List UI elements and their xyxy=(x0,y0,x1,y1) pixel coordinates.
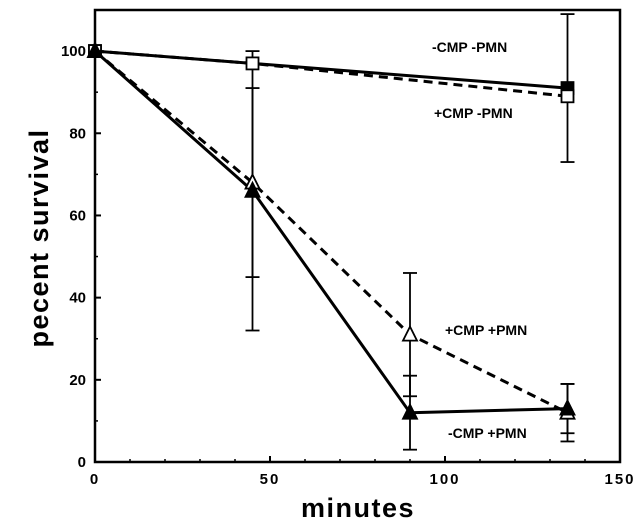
marker-triangle xyxy=(401,402,419,420)
marker-triangle xyxy=(559,398,576,416)
x-tick-label: 150 xyxy=(604,471,635,488)
y-tick-label: 100 xyxy=(61,43,86,60)
y-axis-title: pecent survival xyxy=(24,128,54,347)
y-tick-label: 80 xyxy=(69,125,86,142)
marker-layer xyxy=(86,41,576,420)
y-tick-label: 60 xyxy=(69,207,86,224)
series-label-minus-cmp-plus-pmn: -CMP +PMN xyxy=(448,425,527,441)
series-line-0 xyxy=(94,49,568,90)
x-tick-label: 0 xyxy=(90,471,100,488)
marker-triangle xyxy=(401,324,419,342)
tick-label-layer: 0 50 100 150 0 20 40 60 80 100 xyxy=(61,43,635,488)
y-tick-label: 20 xyxy=(69,372,86,389)
series-label-plus-cmp-plus-pmn: +CMP +PMN xyxy=(445,322,527,338)
series-line-3 xyxy=(94,49,568,415)
marker-square xyxy=(245,56,260,71)
series-label-minus-cmp-minus-pmn: -CMP -PMN xyxy=(432,39,507,55)
series-line-2 xyxy=(94,49,569,415)
plot-frame xyxy=(93,8,622,464)
marker-square xyxy=(560,89,575,104)
x-tick-label: 50 xyxy=(260,471,281,488)
marker-triangle xyxy=(244,180,261,198)
series-label-plus-cmp-minus-pmn: +CMP -PMN xyxy=(434,105,513,121)
y-tick-label: 40 xyxy=(69,290,86,307)
x-tick-label: 100 xyxy=(429,471,460,488)
x-axis-title: minutes xyxy=(301,493,415,523)
y-tick-label: 0 xyxy=(78,454,86,471)
tick-layer xyxy=(94,50,621,463)
